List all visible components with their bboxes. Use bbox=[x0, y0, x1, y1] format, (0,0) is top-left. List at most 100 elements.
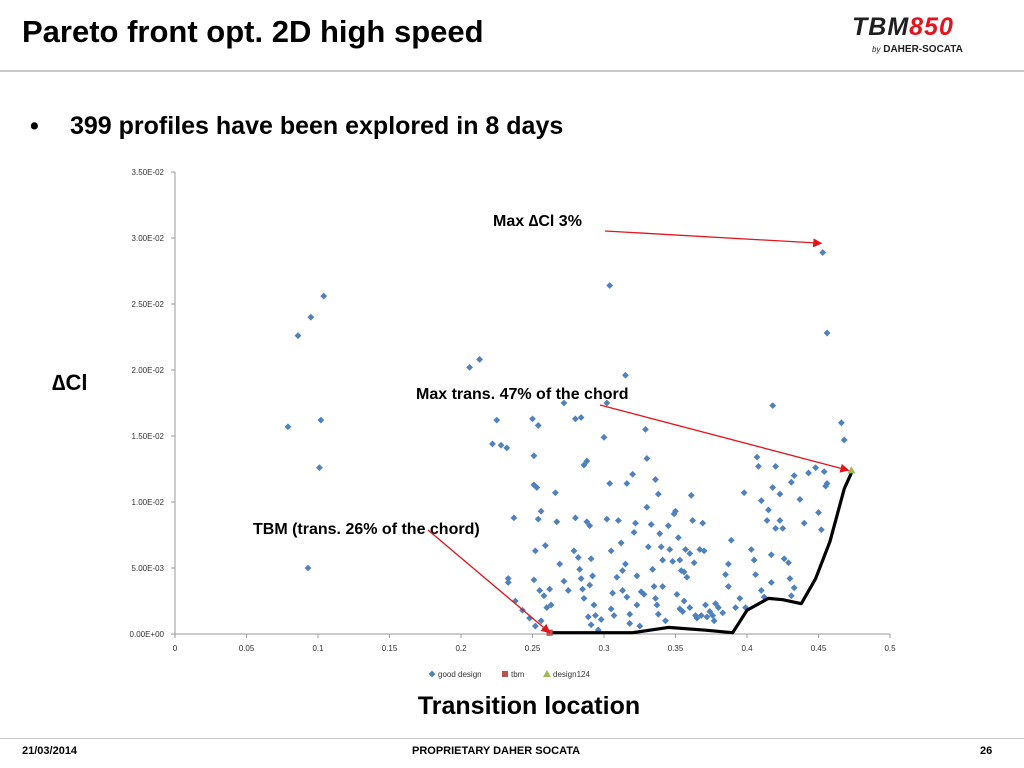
good-design-point bbox=[632, 519, 639, 527]
good-design-point bbox=[652, 594, 659, 602]
good-design-point bbox=[530, 576, 538, 584]
y-tick-label: 3.00E-02 bbox=[132, 234, 165, 243]
good-design-point bbox=[510, 514, 518, 522]
good-design-point bbox=[740, 489, 748, 497]
y-tick-label: 3.50E-02 bbox=[132, 168, 165, 177]
good-design-point bbox=[666, 546, 674, 553]
y-tick-label: 2.00E-02 bbox=[132, 366, 165, 375]
logo-part1: TBM bbox=[852, 13, 910, 41]
good-design-point bbox=[767, 551, 775, 559]
good-design-point bbox=[304, 564, 312, 572]
good-design-point bbox=[656, 530, 664, 538]
y-tick-label: 5.00E-03 bbox=[132, 564, 165, 573]
good-design-point bbox=[584, 613, 592, 621]
chart-axes: 0 0.05 0.1 0.15 0.2 0.25 0.3 0.35 0.4 0.45 0.5 0.00… bbox=[130, 168, 897, 653]
good-design-point bbox=[574, 554, 582, 561]
good-design-point bbox=[583, 457, 591, 465]
good-design-point bbox=[676, 556, 684, 564]
y-axis-title: ∆Cl bbox=[52, 370, 87, 395]
good-design-point bbox=[529, 415, 536, 423]
logo-by: by bbox=[872, 45, 881, 54]
good-design-point bbox=[649, 565, 657, 573]
legend-marker-tbm bbox=[502, 671, 508, 677]
good-design-point bbox=[702, 601, 709, 609]
good-design-point bbox=[617, 539, 625, 547]
good-design-point bbox=[673, 591, 681, 598]
good-design-point bbox=[626, 610, 634, 618]
good-design-point bbox=[284, 423, 292, 431]
good-design-point bbox=[672, 507, 679, 515]
good-design-point bbox=[815, 509, 822, 516]
good-design-point bbox=[577, 414, 585, 421]
good-design-point bbox=[779, 525, 787, 532]
annotation-tbm-label: TBM (trans. 26% of the chord) bbox=[253, 521, 480, 538]
good-design-point bbox=[642, 426, 649, 433]
good-design-point bbox=[643, 503, 651, 511]
good-design-point bbox=[560, 577, 568, 585]
good-design-point bbox=[504, 575, 512, 582]
good-design-point bbox=[629, 470, 636, 478]
title-divider bbox=[0, 70, 1024, 72]
good-design-point bbox=[489, 440, 496, 448]
good-design-point bbox=[765, 506, 772, 514]
good-design-point bbox=[654, 490, 662, 498]
good-design-point bbox=[727, 536, 735, 544]
good-design-point bbox=[710, 617, 718, 625]
x-tick-label: 0 bbox=[173, 644, 178, 653]
x-tick-label: 0.4 bbox=[741, 644, 753, 653]
good-design-point bbox=[722, 571, 729, 578]
good-design-point bbox=[757, 587, 765, 594]
good-design-point bbox=[572, 514, 579, 522]
good-design-point bbox=[633, 572, 641, 580]
good-design-point bbox=[622, 371, 629, 379]
good-design-point bbox=[725, 583, 732, 590]
x-tick-label: 0.5 bbox=[884, 644, 896, 653]
good-design-point bbox=[662, 617, 669, 625]
good-design-point bbox=[546, 585, 554, 593]
good-design-point bbox=[572, 415, 579, 423]
good-design-point bbox=[536, 587, 544, 594]
good-design-point bbox=[753, 453, 761, 461]
good-design-point bbox=[647, 521, 655, 528]
good-design-point bbox=[644, 543, 652, 551]
good-design-point bbox=[785, 559, 792, 567]
good-design-point bbox=[576, 565, 584, 573]
good-design-point bbox=[689, 517, 697, 524]
good-design-point bbox=[769, 484, 777, 491]
good-design-point bbox=[541, 542, 549, 549]
good-design-point bbox=[657, 543, 665, 551]
logo-subtitle: by DAHER-SOCATA bbox=[872, 44, 963, 55]
good-design-point bbox=[643, 455, 651, 462]
good-design-point bbox=[703, 613, 711, 621]
good-design-point bbox=[659, 556, 667, 564]
good-design-point bbox=[493, 416, 501, 424]
good-design-point bbox=[796, 495, 804, 503]
good-design-point bbox=[580, 594, 588, 602]
good-design-point bbox=[700, 547, 708, 555]
good-design-point bbox=[603, 399, 611, 407]
good-design-point bbox=[679, 608, 687, 615]
good-design-point bbox=[320, 292, 328, 300]
annotation-max-dcl-label: Max ∆Cl 3% bbox=[493, 213, 582, 230]
good-design-point bbox=[497, 441, 505, 449]
footer-date: 21/03/2014 bbox=[22, 745, 78, 757]
good-design-point bbox=[640, 591, 648, 598]
good-design-point bbox=[551, 489, 559, 497]
good-design-point bbox=[586, 522, 594, 530]
good-design-point bbox=[316, 464, 323, 472]
good-design-point bbox=[790, 472, 798, 479]
good-design-point bbox=[706, 608, 714, 615]
good-design-point bbox=[750, 556, 758, 564]
chart-legend: good design tbm design124 bbox=[428, 670, 590, 679]
legend-marker-design124 bbox=[543, 670, 551, 677]
good-design-point bbox=[606, 282, 614, 289]
good-design-point bbox=[476, 356, 483, 363]
good-design-point bbox=[712, 600, 719, 608]
good-design-point bbox=[534, 515, 542, 523]
x-tick-label: 0.45 bbox=[811, 644, 827, 653]
x-tick-label: 0.05 bbox=[239, 644, 255, 653]
good-design-point bbox=[682, 546, 689, 553]
y-tick-label: 0.00E+00 bbox=[130, 630, 165, 639]
good-design-point bbox=[757, 497, 765, 505]
legend-label-tbm: tbm bbox=[511, 670, 525, 679]
